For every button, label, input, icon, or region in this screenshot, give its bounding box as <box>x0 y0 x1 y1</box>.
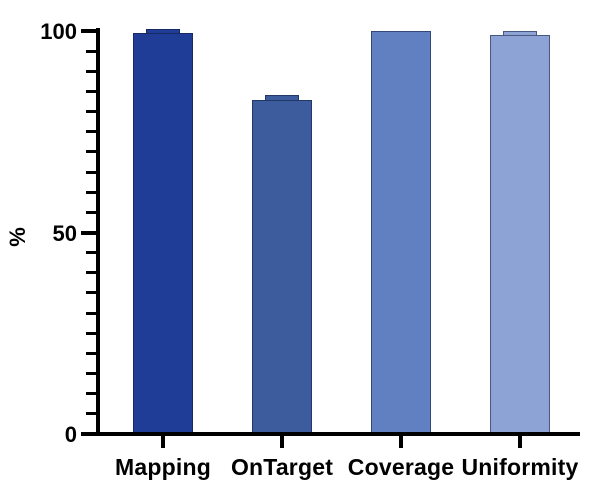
x-tick <box>161 436 165 448</box>
y-tick-label: 100 <box>40 19 77 44</box>
y-minor-tick <box>86 251 96 255</box>
y-tick-label: 50 <box>52 220 77 246</box>
y-minor-tick <box>86 331 96 335</box>
y-tick-label: 0 <box>64 422 77 447</box>
y-minor-tick <box>86 150 96 154</box>
y-major-tick <box>81 29 96 33</box>
x-label-coverage: Coverage <box>347 454 455 480</box>
y-minor-tick <box>86 170 96 174</box>
y-axis-line <box>96 28 100 436</box>
y-minor-tick <box>86 372 96 376</box>
y-minor-tick <box>86 130 96 134</box>
y-minor-tick <box>86 311 96 315</box>
bar-ontarget <box>252 99 312 432</box>
x-tick <box>518 436 522 448</box>
y-minor-tick <box>86 89 96 93</box>
bar-mapping <box>133 33 193 432</box>
y-minor-tick <box>86 210 96 214</box>
y-minor-tick <box>86 69 96 73</box>
y-minor-tick <box>86 351 96 355</box>
y-minor-tick <box>86 412 96 416</box>
x-axis-line <box>96 432 580 436</box>
bar-uniformity <box>490 35 550 432</box>
bar-coverage <box>371 31 431 432</box>
y-minor-tick <box>86 49 96 53</box>
x-label-mapping: Mapping <box>115 454 211 480</box>
y-minor-tick <box>86 271 96 275</box>
x-label-uniformity: Uniformity <box>461 454 579 480</box>
y-major-tick <box>81 432 96 436</box>
y-minor-tick <box>86 190 96 194</box>
y-minor-tick <box>86 110 96 114</box>
x-tick <box>399 436 403 448</box>
y-minor-tick <box>86 392 96 396</box>
x-tick <box>280 436 284 448</box>
x-label-ontarget: OnTarget <box>230 454 334 480</box>
y-minor-tick <box>86 291 96 295</box>
y-major-tick <box>81 230 96 235</box>
